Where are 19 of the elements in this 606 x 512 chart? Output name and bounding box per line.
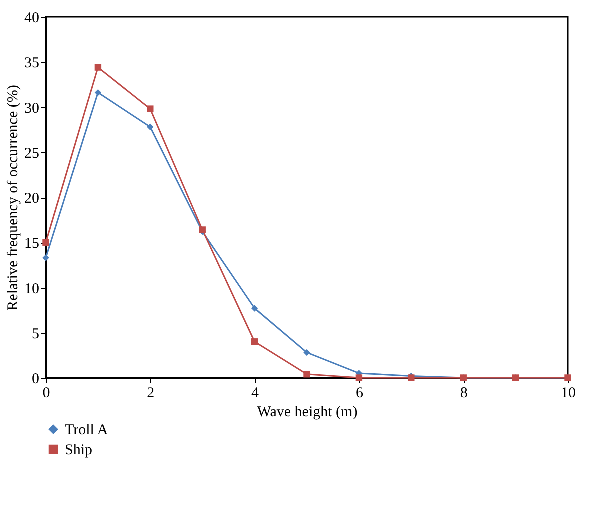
x-tick-label: 10	[561, 386, 576, 402]
y-tick-label: 20	[24, 191, 40, 207]
x-tick-label: 8	[460, 386, 468, 402]
y-tick-label: 15	[24, 236, 40, 252]
y-tick-label: 30	[24, 100, 40, 117]
y-tick-label: 10	[24, 281, 40, 298]
legend-label: Ship	[65, 442, 93, 458]
y-tick-label: 0	[32, 372, 40, 388]
x-tick-label: 4	[252, 386, 260, 402]
y-tick-label: 35	[24, 56, 40, 72]
x-axis-title: Wave height (m)	[257, 404, 358, 420]
y-tick-label: 25	[24, 146, 40, 162]
y-tick-label: 40	[24, 10, 40, 26]
y-tick-label: 5	[32, 326, 40, 342]
x-tick-label: 2	[147, 386, 155, 402]
x-tick-label: 0	[42, 386, 50, 402]
x-tick-label: 6	[356, 386, 364, 402]
legend-label: Troll A	[65, 422, 108, 438]
y-axis-title: Relative frequency of occurrence (%)	[6, 85, 22, 311]
